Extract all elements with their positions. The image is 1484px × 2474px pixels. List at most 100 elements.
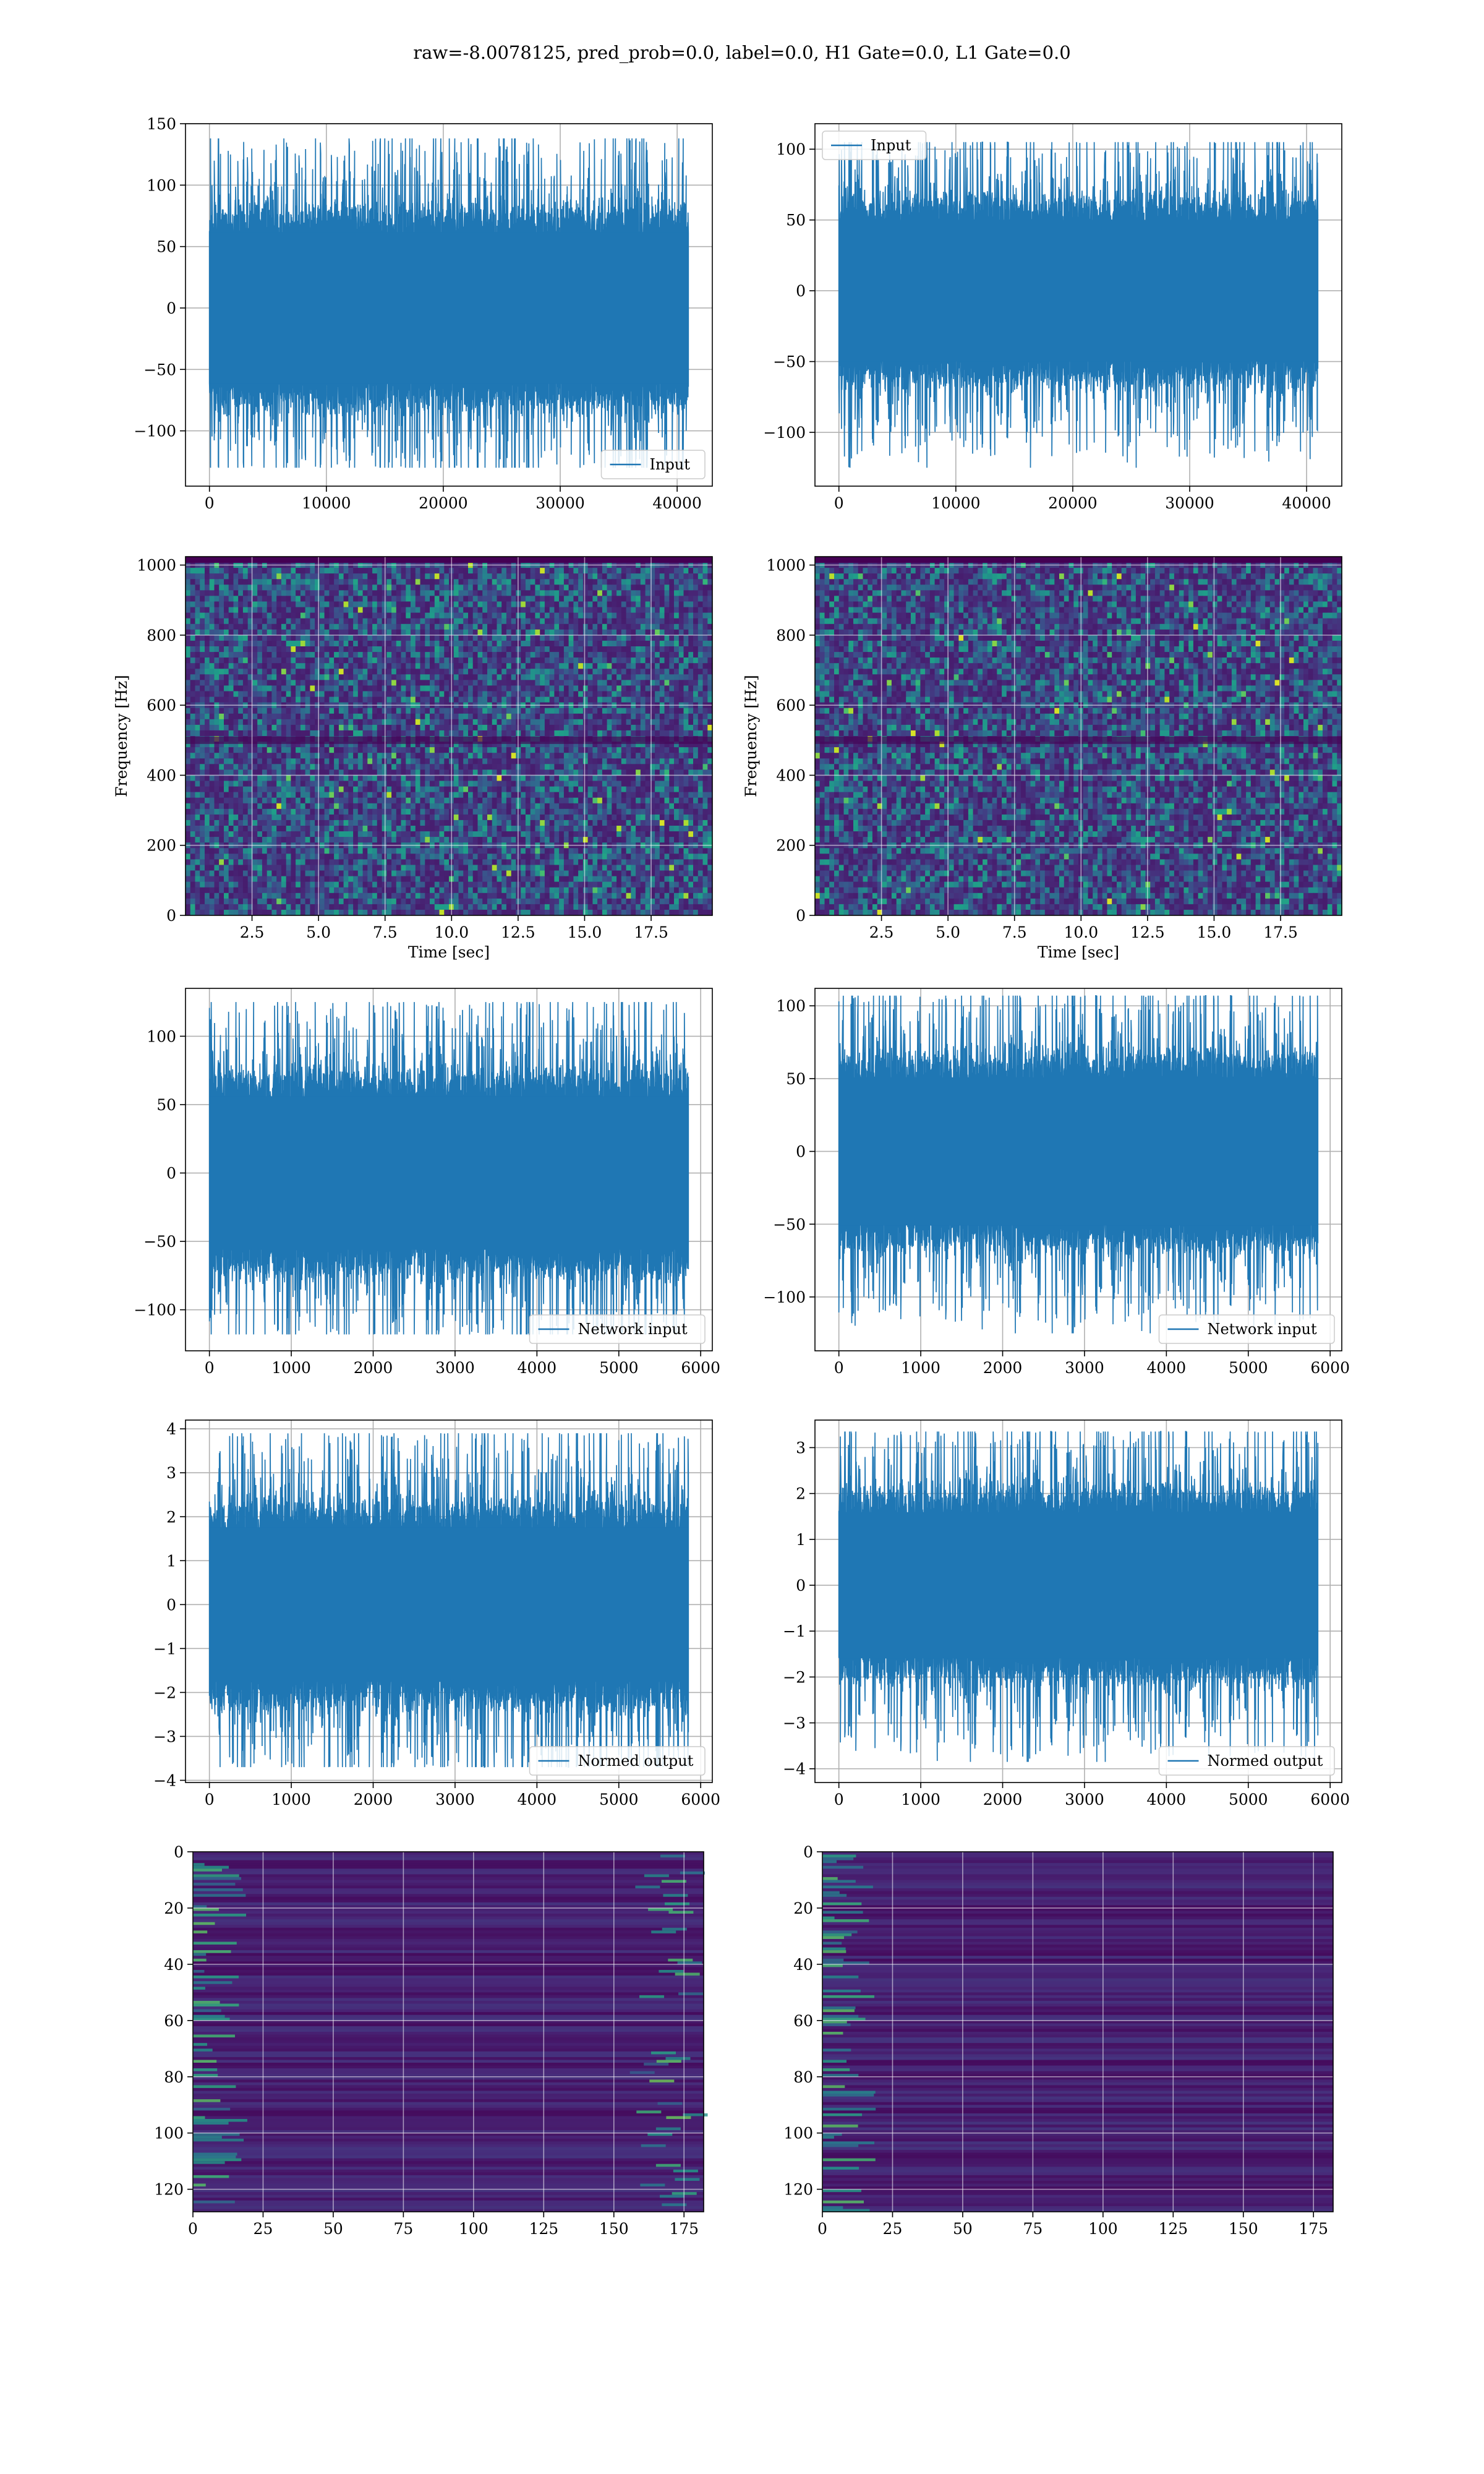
- heatmap-cell: [693, 629, 699, 636]
- heatmap-cell: [209, 680, 215, 687]
- heatmap-cell: [530, 764, 535, 770]
- heatmap-cell: [506, 685, 512, 692]
- heatmap-cell: [554, 657, 560, 664]
- heatmap-cell: [209, 747, 215, 753]
- heatmap-cell: [247, 612, 253, 619]
- heatmap-cell: [626, 584, 631, 591]
- heatmap-cell: [621, 669, 627, 675]
- heatmap-cell: [219, 803, 224, 810]
- heatmap-cell: [434, 584, 440, 591]
- heatmap-cell: [669, 596, 675, 602]
- heatmap-cell: [674, 657, 680, 664]
- heatmap-cell: [544, 612, 550, 619]
- heatmap-cell: [228, 607, 234, 614]
- heatmap-cell: [286, 786, 291, 793]
- heatmap-cell: [487, 781, 493, 787]
- heatmap-cell: [602, 573, 608, 580]
- heatmap-cell: [252, 691, 258, 698]
- heatmap-cell: [597, 775, 603, 782]
- heatmap-cell: [525, 640, 531, 647]
- heatmap-cell: [262, 568, 268, 574]
- heatmap-cell: [329, 781, 335, 787]
- heatmap-cell: [463, 596, 469, 602]
- heatmap-cell: [497, 769, 502, 776]
- heatmap-cell: [367, 719, 373, 726]
- heatmap-cell: [401, 680, 406, 687]
- heatmap-cell: [209, 742, 215, 748]
- heatmap-cell: [501, 685, 507, 692]
- heatmap-cell: [492, 596, 497, 602]
- heatmap-cell: [386, 708, 392, 714]
- heatmap-cell: [664, 764, 670, 770]
- heatmap-cell: [281, 758, 287, 764]
- heatmap-cell: [300, 590, 306, 597]
- heatmap-cell: [415, 758, 421, 764]
- heatmap-cell: [353, 758, 359, 764]
- heatmap-cell: [607, 713, 612, 720]
- heatmap-cell: [186, 753, 191, 759]
- heatmap-cell: [487, 724, 493, 731]
- heatmap-cell: [242, 724, 249, 731]
- heatmap-cell: [688, 792, 694, 798]
- heatmap-cell: [319, 792, 325, 798]
- heatmap-cell: [391, 568, 397, 574]
- legend-box: [600, 450, 706, 479]
- heatmap-cell: [458, 781, 464, 787]
- heatmap-cell: [434, 792, 440, 798]
- heatmap-cell: [587, 742, 593, 748]
- heatmap-cell: [568, 623, 574, 630]
- heatmap-cell: [276, 747, 282, 753]
- heatmap-cell: [228, 792, 234, 798]
- heatmap-cell: [319, 680, 325, 687]
- heatmap-cell: [262, 724, 268, 731]
- heatmap-cell: [587, 724, 593, 731]
- heatmap-cell: [242, 663, 249, 669]
- heatmap-cell: [252, 601, 258, 608]
- heatmap-cell: [391, 691, 397, 698]
- heatmap-cell: [247, 590, 253, 597]
- heatmap-cell: [353, 629, 359, 636]
- heatmap-cell: [659, 629, 665, 636]
- heatmap-cell: [353, 719, 359, 726]
- heatmap-cell: [228, 652, 234, 658]
- heatmap-cell: [697, 618, 704, 625]
- heatmap-cell: [319, 590, 325, 597]
- heatmap-cell: [607, 747, 612, 753]
- heatmap-cell: [674, 623, 680, 630]
- heatmap-cell: [549, 724, 555, 731]
- heatmap-cell: [267, 584, 272, 591]
- heatmap-cell: [401, 674, 406, 680]
- heatmap-cell: [472, 652, 478, 658]
- heatmap-cell: [439, 618, 445, 625]
- heatmap-cell: [592, 758, 598, 764]
- heatmap-cell: [430, 657, 435, 664]
- heatmap-cell: [492, 657, 497, 664]
- heatmap-cell: [267, 730, 272, 737]
- heatmap-cell: [362, 719, 368, 726]
- heatmap-cell: [430, 775, 435, 782]
- heatmap-cell: [391, 742, 397, 748]
- heatmap-cell: [271, 663, 277, 669]
- heatmap-cell: [315, 708, 320, 714]
- heatmap-cell: [631, 742, 636, 748]
- heatmap-cell: [219, 747, 224, 753]
- heatmap-cell: [305, 719, 310, 726]
- heatmap-cell: [334, 596, 339, 602]
- heatmap-cell: [430, 764, 435, 770]
- heatmap-cell: [674, 584, 680, 591]
- heatmap-cell: [214, 618, 220, 625]
- heatmap-cell: [425, 713, 430, 720]
- heatmap-cell: [391, 657, 397, 664]
- heatmap-cell: [444, 708, 450, 714]
- heatmap-cell: [559, 657, 565, 664]
- heatmap-cell: [276, 601, 282, 608]
- heatmap-cell: [544, 629, 550, 636]
- heatmap-cell: [406, 769, 411, 776]
- heatmap-cell: [195, 607, 200, 614]
- heatmap-cell: [386, 601, 392, 608]
- heatmap-cell: [420, 764, 425, 770]
- heatmap-cell: [477, 579, 483, 585]
- heatmap-cell: [497, 618, 502, 625]
- heatmap-cell: [544, 596, 550, 602]
- heatmap-cell: [554, 724, 560, 731]
